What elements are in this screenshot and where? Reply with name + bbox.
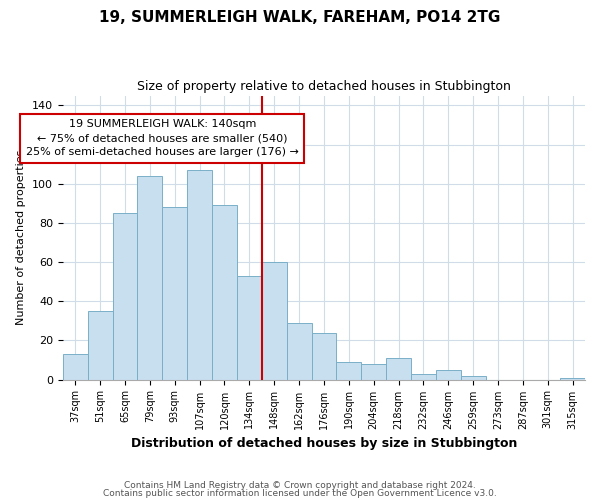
Text: 19, SUMMERLEIGH WALK, FAREHAM, PO14 2TG: 19, SUMMERLEIGH WALK, FAREHAM, PO14 2TG xyxy=(100,10,500,25)
Text: 19 SUMMERLEIGH WALK: 140sqm
← 75% of detached houses are smaller (540)
25% of se: 19 SUMMERLEIGH WALK: 140sqm ← 75% of det… xyxy=(26,119,299,157)
Bar xyxy=(337,362,361,380)
Bar xyxy=(287,323,311,380)
Bar xyxy=(237,276,262,380)
Bar xyxy=(63,354,88,380)
Bar xyxy=(113,213,137,380)
Bar xyxy=(436,370,461,380)
Bar xyxy=(411,374,436,380)
Bar xyxy=(386,358,411,380)
Bar xyxy=(88,311,113,380)
Bar xyxy=(461,376,485,380)
Bar xyxy=(212,205,237,380)
Bar xyxy=(262,262,287,380)
X-axis label: Distribution of detached houses by size in Stubbington: Distribution of detached houses by size … xyxy=(131,437,517,450)
Bar xyxy=(187,170,212,380)
Bar xyxy=(311,332,337,380)
Bar xyxy=(137,176,163,380)
Text: Contains public sector information licensed under the Open Government Licence v3: Contains public sector information licen… xyxy=(103,488,497,498)
Bar xyxy=(361,364,386,380)
Title: Size of property relative to detached houses in Stubbington: Size of property relative to detached ho… xyxy=(137,80,511,93)
Bar xyxy=(560,378,585,380)
Y-axis label: Number of detached properties: Number of detached properties xyxy=(16,150,26,325)
Bar xyxy=(163,207,187,380)
Text: Contains HM Land Registry data © Crown copyright and database right 2024.: Contains HM Land Registry data © Crown c… xyxy=(124,481,476,490)
